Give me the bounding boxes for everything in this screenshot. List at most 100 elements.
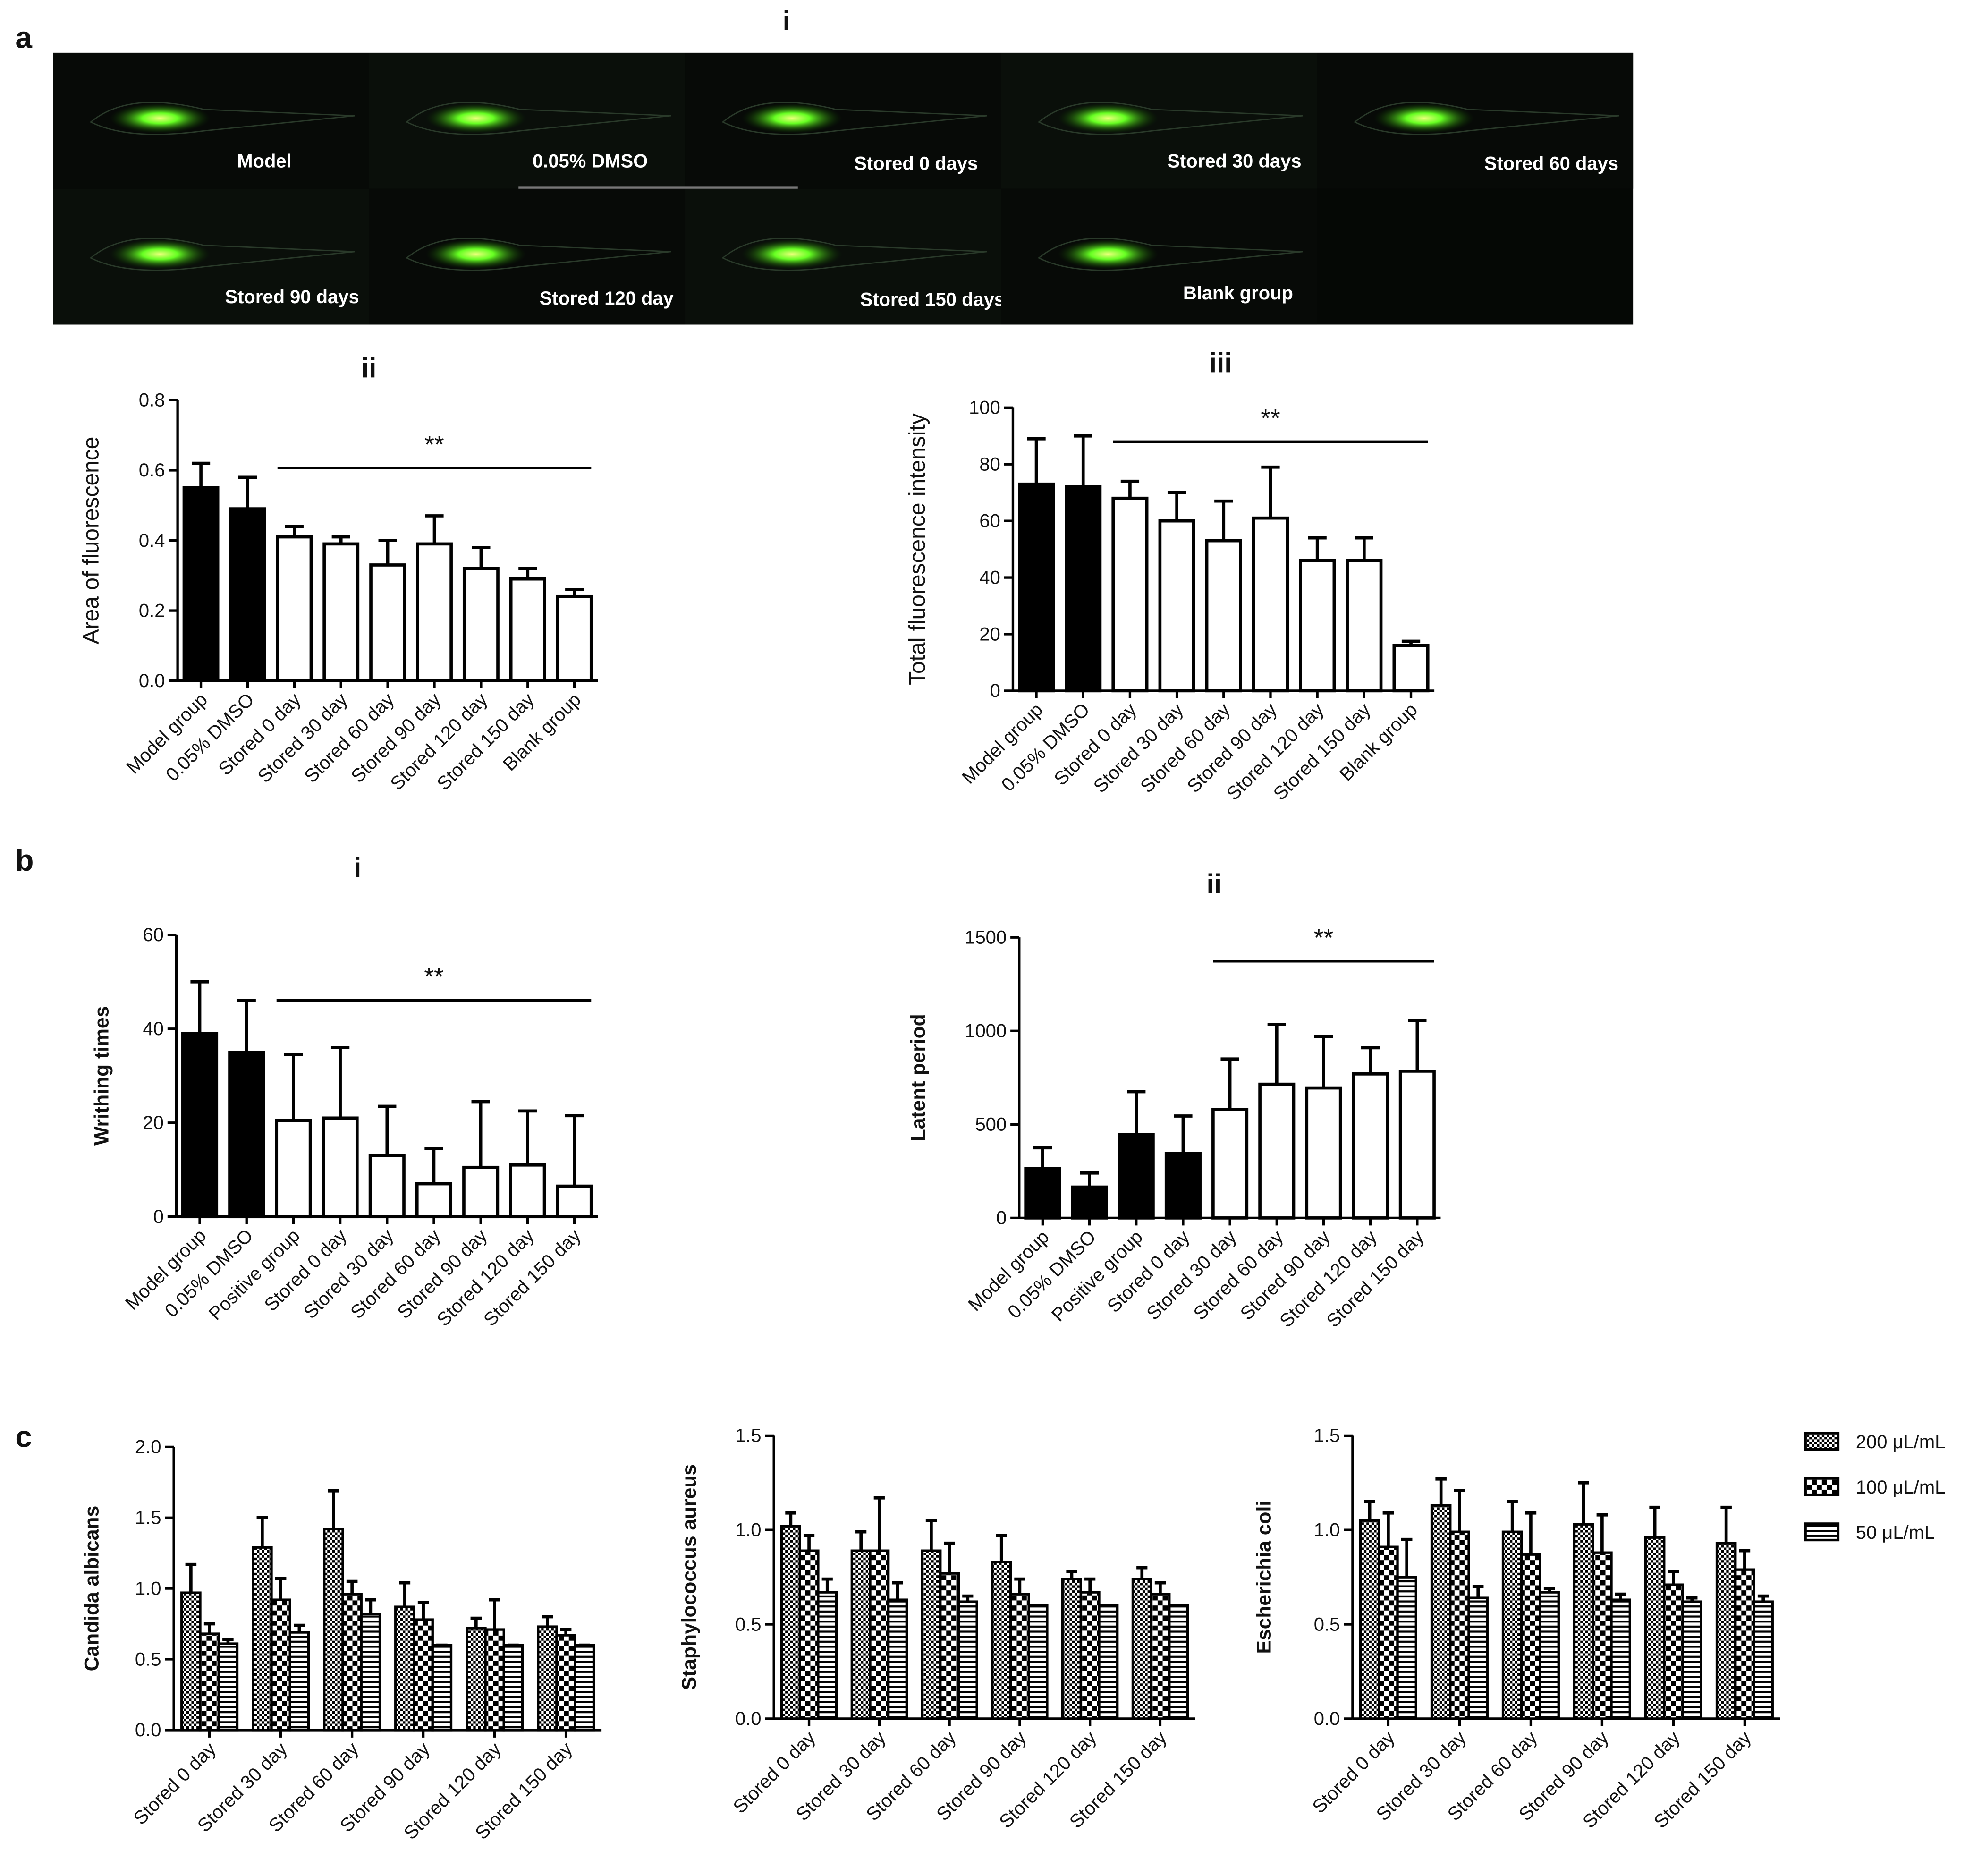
bar <box>1359 1519 1380 1720</box>
panel-label: a <box>15 20 32 54</box>
error-bar <box>256 1516 268 1548</box>
error-bar <box>1014 1577 1025 1595</box>
bar <box>1715 1542 1737 1720</box>
bar <box>199 1632 220 1732</box>
bar <box>394 1605 415 1732</box>
bar <box>1430 1504 1452 1720</box>
y-tick-label: 0.4 <box>139 530 165 551</box>
significance-label: ** <box>424 963 443 991</box>
bar <box>939 1572 960 1720</box>
bar <box>275 1119 312 1219</box>
bar <box>1150 1593 1171 1720</box>
bar <box>1024 1167 1061 1220</box>
chart-title: iii <box>1209 348 1232 379</box>
legend-swatch <box>1804 1522 1840 1542</box>
image-label: Stored 30 days <box>1167 151 1301 171</box>
bar <box>322 542 360 682</box>
panel-label: c <box>15 1419 32 1453</box>
bar <box>1027 1604 1049 1720</box>
y-tick-label: 40 <box>979 567 1000 588</box>
y-tick-label: 0.0 <box>1314 1708 1340 1729</box>
bar <box>416 542 453 682</box>
error-bar <box>1136 1566 1148 1579</box>
error-bar <box>472 545 491 569</box>
error-bar <box>1154 1581 1166 1595</box>
bar <box>1065 485 1102 693</box>
error-bar <box>996 1534 1007 1562</box>
error-bar <box>1507 1500 1518 1532</box>
error-bar <box>425 514 444 544</box>
y-axis-label: Escherichia coli <box>1253 1501 1276 1654</box>
y-tick-label: 500 <box>975 1114 1007 1135</box>
image-tile <box>369 52 686 189</box>
x-tick-label: Model group <box>121 1225 210 1314</box>
y-tick-label: 20 <box>143 1112 163 1133</box>
bar <box>323 1528 344 1732</box>
error-bar <box>1314 1035 1333 1088</box>
bar <box>1592 1551 1613 1720</box>
x-tick-label: Model group <box>958 699 1047 788</box>
fluorescence <box>1373 103 1474 134</box>
y-tick-label: 2.0 <box>135 1437 161 1458</box>
error-bar <box>330 1046 350 1118</box>
bar <box>1681 1600 1702 1720</box>
error-bar <box>1408 1019 1427 1071</box>
error-bar <box>1127 1090 1146 1135</box>
y-tick-label: 1.0 <box>1314 1520 1340 1541</box>
bar <box>574 1644 595 1732</box>
error-bar <box>1308 536 1327 561</box>
bar <box>1158 519 1195 693</box>
significance-label: ** <box>424 431 444 458</box>
error-bar <box>1361 1046 1380 1074</box>
bar <box>1753 1600 1774 1720</box>
bar <box>1346 559 1383 693</box>
image-label: Stored 90 days <box>225 287 359 307</box>
error-bar <box>873 1496 885 1551</box>
error-bar <box>275 1577 287 1600</box>
fish-outline <box>1037 102 1304 135</box>
fluorescence <box>741 103 843 134</box>
legend-label: 100 μL/mL <box>1856 1477 1946 1498</box>
error-bar <box>378 1104 397 1156</box>
bar <box>1205 539 1242 693</box>
error-bar <box>925 1519 937 1551</box>
legend-swatch <box>1804 1477 1840 1496</box>
error-bar <box>542 1615 553 1627</box>
bar <box>1467 1596 1489 1720</box>
fish-outline <box>1354 102 1619 135</box>
error-bar <box>1739 1549 1751 1570</box>
bar <box>252 1546 273 1732</box>
bar <box>555 1634 576 1732</box>
error-bar <box>944 1541 955 1574</box>
bar <box>413 1618 434 1732</box>
bar <box>869 1549 890 1720</box>
bar <box>1644 1536 1666 1720</box>
bar <box>1501 1530 1523 1720</box>
bar <box>431 1644 453 1732</box>
y-axis-label: Candida albicans <box>80 1506 103 1672</box>
legend-label: 50 μL/mL <box>1856 1522 1935 1543</box>
error-bar <box>565 1114 584 1187</box>
fluorescence <box>1058 239 1159 270</box>
error-bar <box>892 1581 903 1600</box>
error-bar <box>1364 1500 1375 1521</box>
error-bar <box>518 567 537 579</box>
bar <box>1392 644 1430 693</box>
image-label: Stored 120 day <box>540 288 674 309</box>
error-bar <box>821 1577 833 1593</box>
y-axis-label: Staphylococcus aureus <box>678 1464 701 1690</box>
bar <box>537 1625 558 1732</box>
bar <box>556 594 593 682</box>
bar <box>1118 1133 1155 1220</box>
fish-outline <box>1037 238 1304 271</box>
bar <box>1299 559 1336 693</box>
error-bar <box>1080 1171 1099 1188</box>
bar <box>1734 1568 1755 1720</box>
bar <box>368 1154 406 1219</box>
fluorescence <box>110 103 211 134</box>
error-bar <box>1167 491 1186 521</box>
error-bar <box>1261 465 1280 518</box>
error-bar <box>1720 1505 1732 1544</box>
bar <box>509 1163 546 1219</box>
error-bar <box>237 999 256 1053</box>
